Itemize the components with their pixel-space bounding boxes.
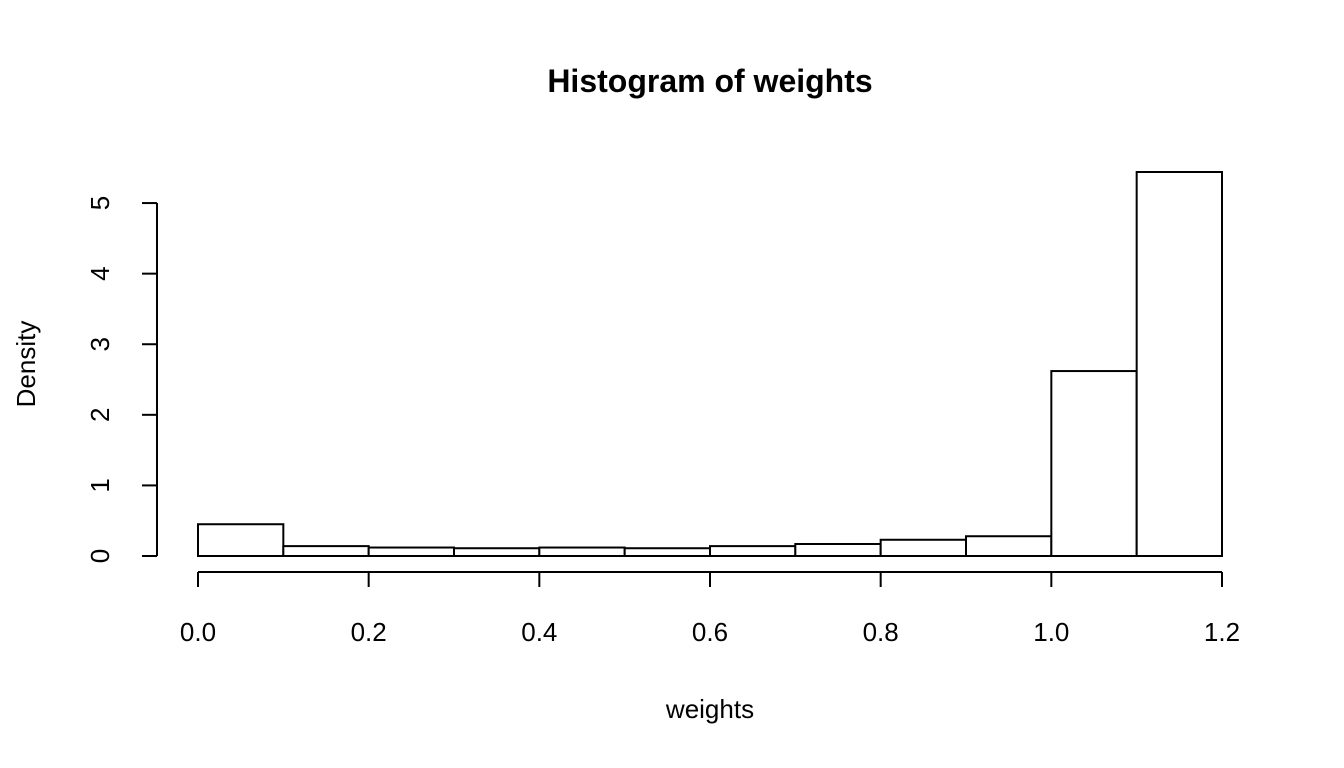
y-tick-label-2: 2 xyxy=(85,408,115,422)
y-tick-label-0: 0 xyxy=(85,549,115,563)
histogram-bar-7 xyxy=(794,543,882,557)
x-axis-label: weights xyxy=(665,694,754,724)
y-axis: 0 1 2 3 4 5 xyxy=(85,196,158,563)
y-tick-label-5: 5 xyxy=(85,196,115,210)
x-tick-label-3: 0.6 xyxy=(692,617,728,647)
x-tick-label-0: 0.0 xyxy=(180,617,216,647)
x-tick-label-2: 0.4 xyxy=(521,617,557,647)
y-tick-label-3: 3 xyxy=(85,337,115,351)
histogram-bar-11 xyxy=(1135,171,1223,557)
histogram-bar-5 xyxy=(623,547,712,557)
histogram-bar-4 xyxy=(538,546,626,558)
histogram-bar-6 xyxy=(709,545,797,558)
x-tick-label-6: 1.2 xyxy=(1204,617,1240,647)
histogram-bar-2 xyxy=(367,546,455,558)
x-tick-label-5: 1.0 xyxy=(1033,617,1069,647)
histogram-bar-10 xyxy=(1050,370,1138,558)
x-tick-label-1: 0.2 xyxy=(351,617,387,647)
chart-title: Histogram of weights xyxy=(547,63,872,99)
y-tick-label-4: 4 xyxy=(85,266,115,280)
x-tick-label-4: 0.8 xyxy=(863,617,899,647)
histogram-bar-1 xyxy=(282,545,370,558)
histogram-bar-3 xyxy=(453,547,541,557)
y-axis-label: Density xyxy=(11,321,41,408)
histogram-bar-8 xyxy=(879,538,968,558)
histogram-bar-9 xyxy=(965,535,1053,557)
y-tick-label-1: 1 xyxy=(85,478,115,492)
histogram-bars xyxy=(197,171,1223,558)
histogram-bar-0 xyxy=(197,523,285,557)
x-axis: 0.0 0.2 0.4 0.6 0.8 1.0 1.2 xyxy=(180,571,1240,647)
